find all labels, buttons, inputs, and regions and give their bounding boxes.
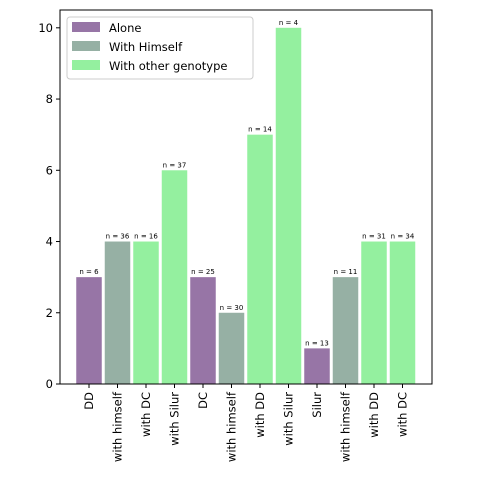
- legend-entry-label: Alone: [109, 21, 141, 35]
- x-tick-label: with Silur: [168, 392, 182, 446]
- y-tick-label: 6: [46, 163, 53, 177]
- bar: [218, 312, 245, 384]
- bar-count-label: n = 11: [334, 268, 358, 276]
- bar: [190, 277, 216, 384]
- bar-count-label: n = 13: [305, 339, 329, 347]
- x-tick-label: DC: [196, 392, 210, 409]
- bar-count-label: n = 6: [79, 268, 99, 276]
- y-tick-label: 10: [38, 21, 53, 35]
- y-tick-label: 4: [46, 235, 53, 249]
- legend-swatch: [72, 60, 100, 70]
- bar-count-label: n = 16: [134, 233, 158, 241]
- legend-swatch: [72, 22, 100, 32]
- bar: [161, 170, 188, 384]
- x-tick-label: with himself: [225, 391, 239, 462]
- x-tick-label: with himself: [339, 391, 353, 462]
- x-axis: DD with himself with DC with Silur DC with hi…: [82, 384, 410, 462]
- bar: [247, 134, 273, 384]
- bar-labels-layer: n = 6 n = 36 n = 16 n = 37 n = 25 n = 30 n = 1…: [79, 19, 414, 348]
- bar-count-label: n = 4: [279, 19, 299, 27]
- bars-layer: [76, 27, 416, 385]
- x-tick-label: with DD: [253, 392, 267, 438]
- legend-box: [66, 16, 254, 80]
- y-axis: 0 2 4 6 8 10: [38, 21, 60, 391]
- bar: [304, 348, 330, 384]
- x-tick-label: with DD: [367, 392, 381, 438]
- legend-entry-label: With Himself: [109, 40, 183, 54]
- bar-count-label: n = 25: [191, 268, 215, 276]
- bar-count-label: n = 14: [248, 126, 272, 134]
- y-tick-label: 0: [46, 377, 53, 391]
- plot-frame: [59, 9, 433, 385]
- bar: [332, 277, 359, 384]
- x-tick-label: Silur: [310, 392, 324, 418]
- x-tick-label: with DC: [396, 392, 410, 437]
- y-tick-label: 8: [46, 92, 53, 106]
- bar: [361, 241, 387, 384]
- bar: [389, 241, 416, 384]
- bar-count-label: n = 31: [362, 233, 386, 241]
- x-tick-label: with himself: [111, 391, 125, 462]
- bar-count-label: n = 30: [220, 304, 244, 312]
- bar: [104, 241, 131, 384]
- bar-count-label: n = 37: [163, 161, 187, 169]
- x-tick-label: DD: [82, 392, 96, 410]
- bar: [133, 241, 159, 384]
- legend-swatch: [72, 41, 100, 51]
- bar: [275, 27, 302, 385]
- legend: Alone With Himself With other genotype: [66, 16, 254, 80]
- bar-count-label: n = 36: [106, 233, 130, 241]
- x-tick-label: with DC: [139, 392, 153, 437]
- x-tick-label: with Silur: [282, 392, 296, 446]
- bar-count-label: n = 34: [391, 233, 415, 241]
- bar: [76, 277, 102, 384]
- legend-entry-label: With other genotype: [109, 59, 227, 73]
- y-tick-label: 2: [46, 306, 53, 320]
